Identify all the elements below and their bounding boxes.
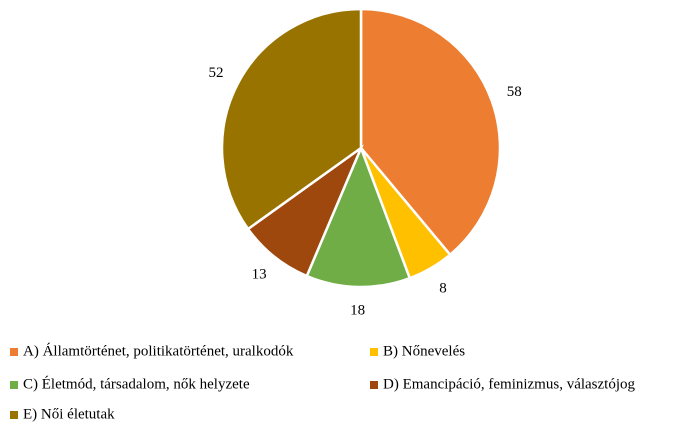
legend-marker	[10, 381, 18, 389]
pie-slice	[359, 7, 502, 257]
data-label: 52	[209, 65, 224, 81]
legend-marker	[370, 381, 378, 389]
legend-marker	[370, 348, 378, 356]
pie-slice	[220, 7, 363, 231]
legend-label: D) Emancipáció, feminizmus, választójog	[383, 376, 636, 392]
legend-label: B) Nőnevelés	[383, 343, 465, 359]
legend-label: A) Államtörténet, politikatörténet, ural…	[23, 342, 294, 359]
data-label: 8	[439, 280, 447, 296]
legend-marker	[10, 348, 18, 356]
legend-marker	[10, 411, 18, 419]
data-label: 13	[252, 267, 267, 283]
data-label: 58	[507, 84, 522, 100]
legend-label: C) Életmód, társadalom, nők helyzete	[23, 375, 250, 392]
data-label: 18	[350, 302, 365, 318]
legend-label: E) Női életutak	[23, 406, 115, 422]
pie-slice	[305, 144, 412, 289]
